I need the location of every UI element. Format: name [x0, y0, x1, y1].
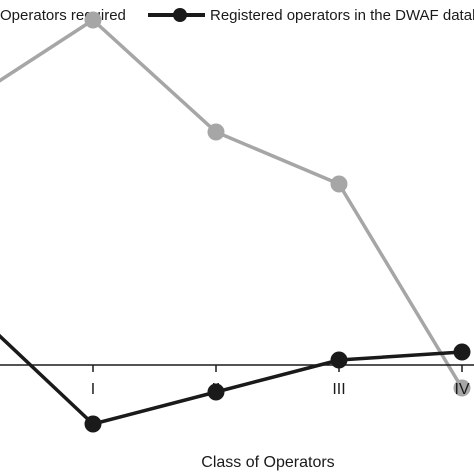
- x-axis-label: Class of Operators: [201, 454, 334, 471]
- series-0-point-1: [84, 11, 102, 29]
- x-tick-label-4: IV: [454, 381, 469, 398]
- legend: Operators required Registered operators …: [0, 7, 474, 24]
- legend-item-operators-required: Operators required: [0, 7, 126, 24]
- series-1-point-2: [207, 383, 225, 401]
- series-1-point-1: [84, 415, 102, 433]
- plot-area: [0, 11, 471, 433]
- legend-label-registered-operators: Registered operators in the DWAF databas…: [210, 7, 474, 24]
- series-0-point-4: [453, 379, 471, 397]
- legend-item-registered-operators: Registered operators in the DWAF databas…: [148, 7, 474, 24]
- x-tick-label-3: III: [332, 381, 345, 398]
- legend-label-operators-required: Operators required: [0, 7, 126, 24]
- series-1-point-4: [453, 343, 471, 361]
- legend-marker-registered-operators: [173, 8, 187, 22]
- x-axis-ticks: I II III IV: [91, 365, 470, 398]
- x-tick-label-1: I: [91, 381, 95, 398]
- series-line-0: [0, 18, 464, 389]
- series-0-point-3: [330, 175, 348, 193]
- x-tick-label-2: II: [212, 381, 221, 398]
- series-0-point-2: [207, 123, 225, 141]
- series-line-1: [0, 333, 463, 426]
